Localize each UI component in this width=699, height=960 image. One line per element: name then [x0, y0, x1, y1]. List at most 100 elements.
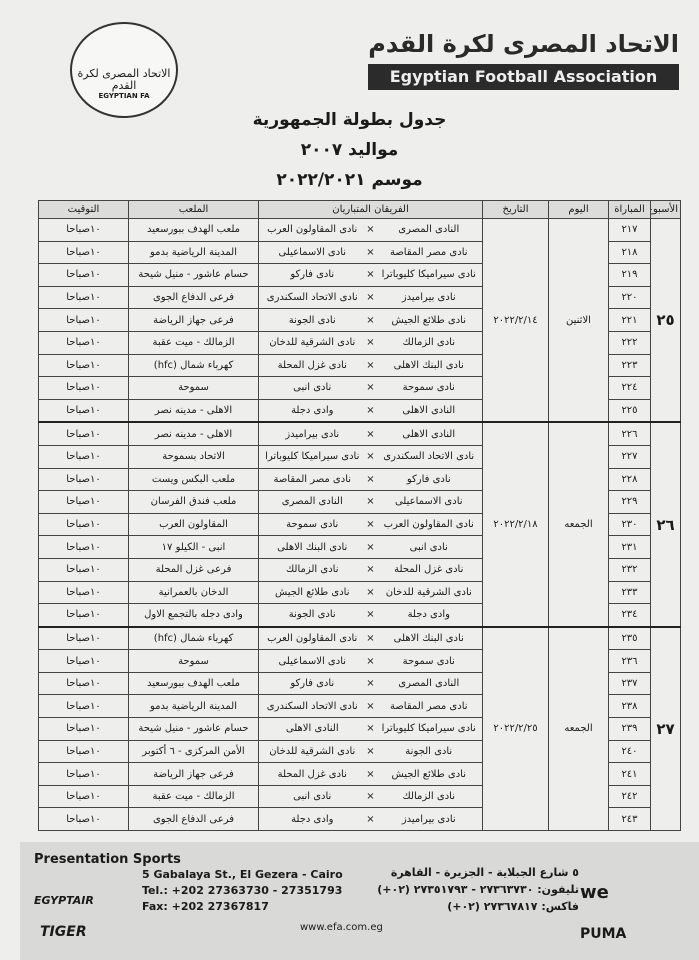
match-row: ٢٣٧ النادى المصرى × نادى فاركو ملعب الهدف بب…	[38, 671, 681, 696]
teams: نادى الاسماعيلى × النادى المصرى	[261, 496, 480, 507]
home-team: نادى غزل المحلة	[394, 564, 464, 576]
venue: الدخان بالعمرانية	[128, 580, 259, 605]
teams: نادى طلائع الجيش × نادى غزل المحلة	[261, 769, 480, 780]
teams-cell: النادى المصرى × نادى فاركو	[258, 671, 483, 696]
kickoff-time: ١٠صباحا	[38, 218, 129, 242]
home-team: نادى الجونة	[405, 745, 453, 757]
vs-separator: ×	[366, 745, 375, 757]
vs-separator: ×	[366, 655, 375, 667]
away-team: نادى الاسماعيلى	[278, 655, 347, 667]
teams-cell: النادى الاهلى × وادى دجلة	[258, 398, 483, 423]
away-team: نادى بيراميدز	[285, 428, 340, 440]
vs-separator: ×	[366, 246, 375, 258]
away-team: نادى طلائع الجيش	[274, 586, 350, 598]
away-team: نادى الاتحاد السكندرى	[266, 292, 358, 304]
teams-cell: نادى الشرقية للدخان × نادى طلائع الجيش	[258, 580, 483, 605]
tel-en: Tel.: +202 27363730 - 27351793	[142, 884, 343, 897]
teams-cell: نادى البنك الاهلى × نادى غزل المحلة	[258, 353, 483, 378]
match-row: ٢٢٢ نادى الزمالك × نادى الشرقية للدخان الزما…	[38, 330, 681, 355]
kickoff-time: ١٠صباحا	[38, 330, 129, 355]
venue: ملعب الهدف ببورسعيد	[128, 671, 259, 696]
match-row: ٢٢٥ النادى الاهلى × وادى دجلة الاهلى - مدينه…	[38, 398, 681, 423]
venue: فرعى غزل المحلة	[128, 557, 259, 582]
teams-cell: نادى المقاولون العرب × نادى سموحة	[258, 512, 483, 537]
teams: النادى الاهلى × وادى دجلة	[261, 405, 480, 416]
teams: نادى بيراميدز × وادى دجلة	[261, 814, 480, 825]
table-body: ٢٥ ٢١٧ الاثنين ٢٠٢٢/٢/١٤ النادى المصرى × نادى …	[38, 218, 681, 832]
venue: سموحة	[128, 376, 259, 400]
match-number: ٢٢٨	[608, 467, 651, 492]
match-row: ٢٦ ٢٢٦ الجمعه ٢٠٢٢/٢/١٨ النادى الاهلى × نادى ب…	[38, 421, 681, 628]
home-team: نادى مصر المقاصة	[389, 246, 468, 258]
venue: الزمالك - ميت عقبة	[128, 330, 259, 355]
vs-separator: ×	[366, 723, 375, 735]
kickoff-time: ١٠صباحا	[38, 398, 129, 423]
kickoff-time: ١٠صباحا	[38, 717, 129, 741]
venue: فرعى الدفاع الجوى	[128, 807, 259, 832]
home-team: نادى طلائع الجيش	[391, 314, 467, 326]
match-row: ٢٣٣ نادى الشرقية للدخان × نادى طلائع الجيش ا…	[38, 580, 681, 605]
vs-separator: ×	[366, 292, 375, 304]
venue: فرعى جهاز الرياضة	[128, 308, 259, 332]
match-number: ٢١٩	[608, 263, 651, 287]
teams-cell: نادى البنك الاهلى × نادى المقاولون العرب	[258, 625, 483, 651]
match-number: ٢١٨	[608, 240, 651, 265]
teams: النادى الاهلى × نادى بيراميدز	[261, 429, 480, 440]
teams-cell: وادى دجلة × نادى الجونة	[258, 603, 483, 628]
logo-text: EGYPTIAN FA	[98, 92, 150, 100]
teams-cell: نادى سموحة × نادى انبى	[258, 376, 483, 400]
teams-cell: نادى الاسماعيلى × النادى المصرى	[258, 490, 483, 514]
match-row: ٢٢٩ نادى الاسماعيلى × النادى المصرى ملعب فند…	[38, 490, 681, 514]
vs-separator: ×	[366, 768, 375, 780]
away-team: نادى الاسماعيلى	[278, 246, 347, 258]
kickoff-time: ١٠صباحا	[38, 467, 129, 492]
match-row: ٢٣٨ نادى مصر المقاصة × نادى الاتحاد السكندر…	[38, 694, 681, 719]
match-number: ٢٣٨	[608, 694, 651, 719]
home-team: نادى الزمالك	[402, 337, 455, 349]
teams-cell: النادى المصرى × نادى المقاولون العرب	[258, 218, 483, 242]
sponsor: we	[580, 882, 609, 903]
teams: نادى البنك الاهلى × نادى غزل المحلة	[261, 360, 480, 371]
home-team: نادى طلائع الجيش	[391, 768, 467, 780]
home-team: النادى المصرى	[398, 224, 460, 236]
org-name-en: Egyptian Football Association	[368, 64, 679, 90]
teams-cell: نادى مصر المقاصة × نادى الاتحاد السكندرى	[258, 694, 483, 719]
home-team: نادى سيراميكا كليوباترا	[381, 269, 476, 281]
kickoff-time: ١٠صباحا	[38, 353, 129, 378]
teams: نادى مصر المقاصة × نادى الاسماعيلى	[261, 247, 480, 258]
address-en: 5 Gabalaya St., El Gezera - Cairo	[142, 868, 343, 881]
teams: نادى سيراميكا كليوباترا × نادى فاركو	[261, 269, 480, 280]
vs-separator: ×	[366, 632, 375, 644]
away-team: نادى البنك الاهلى	[277, 541, 348, 553]
match-number: ٢٣٧	[608, 671, 651, 696]
teams: نادى غزل المحلة × نادى الزمالك	[261, 564, 480, 575]
venue: المدينة الرياضية بدمو	[128, 240, 259, 265]
away-team: نادى سيراميكا كليوباترا	[265, 451, 360, 463]
vs-separator: ×	[366, 519, 375, 531]
teams: نادى مصر المقاصة × نادى الاتحاد السكندرى	[261, 701, 480, 712]
away-team: النادى المصرى	[281, 496, 343, 508]
match-date: ٢٠٢٢/٢/١٤	[482, 218, 549, 423]
venue: الاهلى - مدينه نصر	[128, 398, 259, 423]
home-team: وادى دجلة	[407, 609, 450, 621]
match-number: ٢١٧	[608, 218, 651, 242]
venue: حسام عاشور - منيل شيحة	[128, 717, 259, 741]
season: موسم ٢٠٢٢/٢٠٢١	[276, 170, 423, 190]
away-team: نادى المقاولون العرب	[267, 224, 358, 236]
match-number: ٢٢٠	[608, 285, 651, 310]
kickoff-time: ١٠صباحا	[38, 649, 129, 673]
away-team: نادى الاتحاد السكندرى	[266, 700, 358, 712]
away-team: نادى انبى	[293, 382, 332, 394]
match-number: ٢٢٩	[608, 490, 651, 514]
org-name-ar: الاتحاد المصرى لكرة القدم	[368, 30, 679, 58]
teams-cell: نادى الجونة × نادى الشرقية للدخان	[258, 739, 483, 764]
kickoff-time: ١٠صباحا	[38, 807, 129, 832]
away-team: نادى الشرقية للدخان	[269, 337, 356, 349]
home-team: نادى سموحة	[402, 655, 455, 667]
home-team: نادى بيراميدز	[401, 813, 456, 825]
vs-separator: ×	[366, 496, 375, 508]
away-team: نادى غزل المحلة	[277, 768, 347, 780]
teams-cell: نادى مصر المقاصة × نادى الاسماعيلى	[258, 240, 483, 265]
kickoff-time: ١٠صباحا	[38, 376, 129, 400]
match-row: ٢٤٣ نادى بيراميدز × وادى دجلة فرعى الدفاع ال…	[38, 807, 681, 832]
